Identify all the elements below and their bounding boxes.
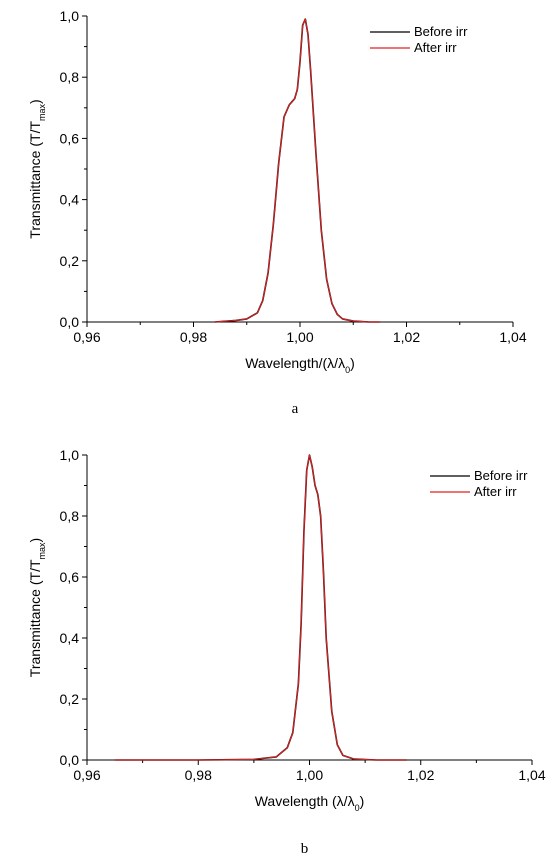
y-tick-label: 0,6 xyxy=(60,130,80,146)
legend-label: Before irr xyxy=(474,468,528,483)
subscript-text: 0 xyxy=(355,803,360,813)
series-line-before-irr xyxy=(214,18,380,323)
text-span: ) xyxy=(350,355,355,371)
x-axis-label: Wavelength (λ/λ0) xyxy=(255,793,365,813)
text-span: Wavelength (λ/λ xyxy=(255,793,355,809)
x-tick-label: 1,02 xyxy=(393,329,420,345)
y-axis-label: Transmittance (T/Tmax) xyxy=(27,538,47,677)
text-span: ) xyxy=(27,538,43,543)
series-line-after-irr xyxy=(114,454,407,761)
y-tick-label: 0,6 xyxy=(60,569,80,585)
y-tick-label: 0,2 xyxy=(60,691,80,707)
y-tick-label: 1,0 xyxy=(60,8,80,24)
x-tick-label: 1,04 xyxy=(499,329,526,345)
y-tick-label: 0,2 xyxy=(60,253,80,269)
subscript-text: max xyxy=(37,103,47,121)
panel-label: a xyxy=(292,401,299,417)
text-span: ) xyxy=(360,793,365,809)
chart-panel-b: 0,96 0,98 1,00 1,02 1,04 0,0 0,2 0,4 0,6 0,8 1,0 Be… xyxy=(27,447,546,857)
y-tick-label: 0,0 xyxy=(60,752,80,768)
subscript-text: 0 xyxy=(345,365,350,375)
x-tick-label: 0,96 xyxy=(73,329,100,345)
panel-label: b xyxy=(301,841,309,857)
x-tick-label: 0,98 xyxy=(180,329,207,345)
x-tick-label: 1,00 xyxy=(286,329,313,345)
text-span: ) xyxy=(27,99,43,104)
text-span: Wavelength/(λ/λ xyxy=(245,355,345,371)
text-span: Transmittance (T/T xyxy=(27,121,43,239)
subscript-text: max xyxy=(37,542,47,560)
legend-label: After irr xyxy=(474,484,517,499)
legend-label: After irr xyxy=(414,40,457,55)
x-tick-label: 0,98 xyxy=(185,767,212,783)
y-tick-label: 1,0 xyxy=(60,447,80,463)
series-line-before-irr xyxy=(114,454,407,761)
x-axis-label: Wavelength/(λ/λ0) xyxy=(245,355,355,375)
legend-label: Before irr xyxy=(414,24,468,39)
y-tick-label: 0,4 xyxy=(60,192,80,208)
x-tick-label: 0,96 xyxy=(73,767,100,783)
x-tick-label: 1,00 xyxy=(296,767,323,783)
y-tick-label: 0,0 xyxy=(60,314,80,330)
x-tick-label: 1,02 xyxy=(407,767,434,783)
x-tick-label: 1,04 xyxy=(518,767,545,783)
y-tick-label: 0,8 xyxy=(60,508,80,524)
y-axis-label: Transmittance (T/Tmax) xyxy=(27,99,47,238)
chart-panel-a: 0,96 0,98 1,00 1,02 1,04 0,0 0,2 0,4 0,6 0,8 1,0 Be… xyxy=(27,8,527,417)
series-line-after-irr xyxy=(214,18,380,323)
text-span: Transmittance (T/T xyxy=(27,559,43,677)
y-tick-label: 0,4 xyxy=(60,630,80,646)
y-tick-label: 0,8 xyxy=(60,69,80,85)
